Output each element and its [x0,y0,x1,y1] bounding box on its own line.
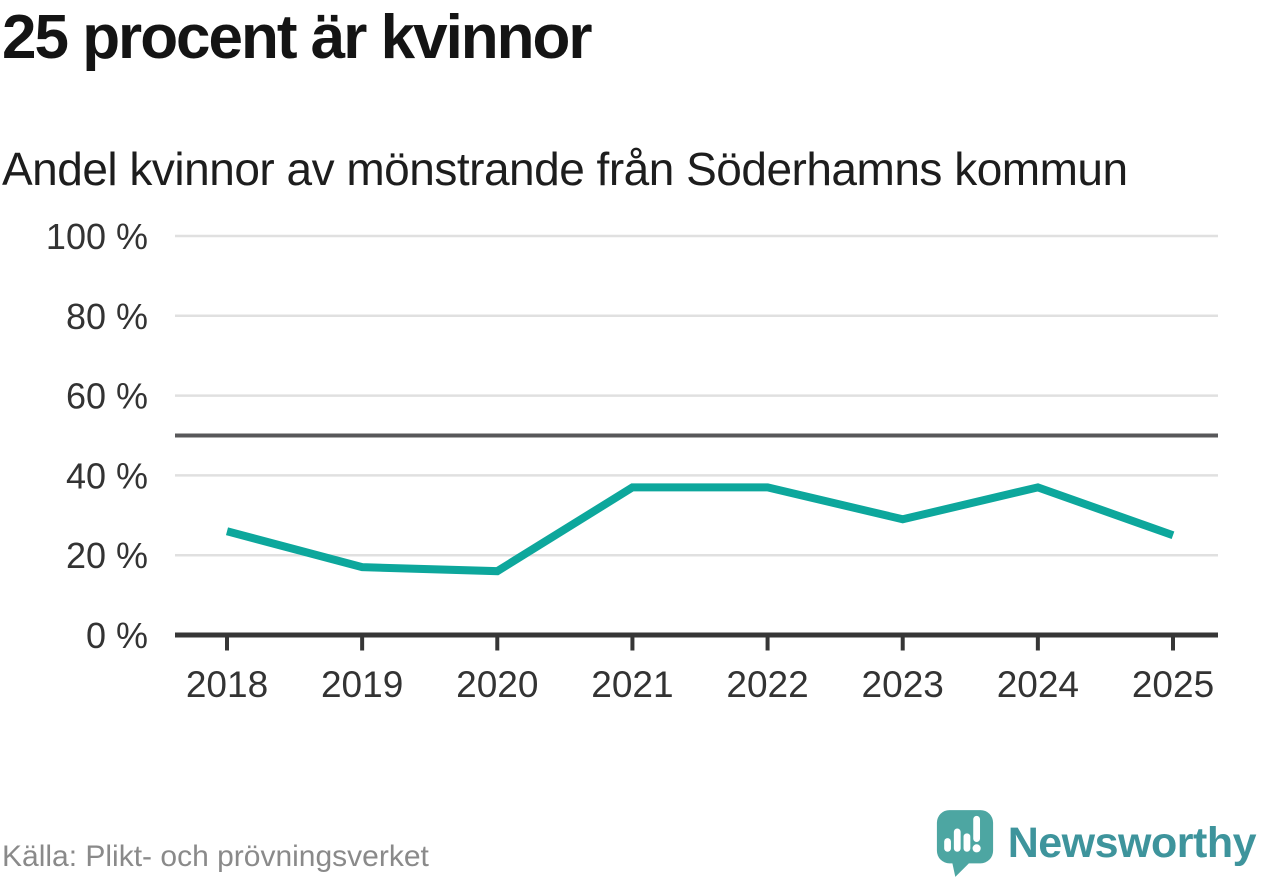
exclamation-mark-stem [972,815,980,843]
bar-chart-bar-3 [963,833,971,852]
newsworthy-speech-bubble-bar-chart-icon [936,810,993,877]
source-note: Källa: Plikt- och prövningsverket [2,840,429,873]
y-axis-tick-label: 60 % [66,376,148,417]
x-axis-tick-label: 2018 [186,664,268,705]
x-axis-tick-label: 2024 [997,664,1079,705]
x-axis-tick-label: 2023 [862,664,944,705]
x-axis-tick-label: 2022 [726,664,808,705]
x-axis-tick-label: 2025 [1132,664,1214,705]
newsworthy-brand-lockup: Newsworthy [934,808,1257,878]
bar-chart-bar-2 [953,828,961,852]
x-axis-tick-label: 2020 [456,664,538,705]
data-line-share-of-women [225,483,1175,576]
bar-chart-bar-1 [943,838,951,852]
line-chart-plot: 0 % 20 % 40 % 60 % 80 % 100 % 2018 2019 2020 2021… [46,216,1218,705]
brand-name: Newsworthy [1007,818,1257,867]
chart-title: 25 procent är kvinnor [2,3,593,72]
x-axis-tick-label: 2019 [321,664,403,705]
y-axis-tick-label: 0 % [86,615,148,656]
y-axis-tick-label: 100 % [46,216,148,257]
exclamation-mark-dot [972,844,981,853]
y-axis-tick-label: 40 % [66,455,148,496]
y-axis-tick-label: 20 % [66,535,148,576]
y-axis-tick-label: 80 % [66,296,148,337]
chart-subtitle: Andel kvinnor av mönstrande från Söderha… [2,143,1128,195]
x-axis-tick-label: 2021 [591,664,673,705]
